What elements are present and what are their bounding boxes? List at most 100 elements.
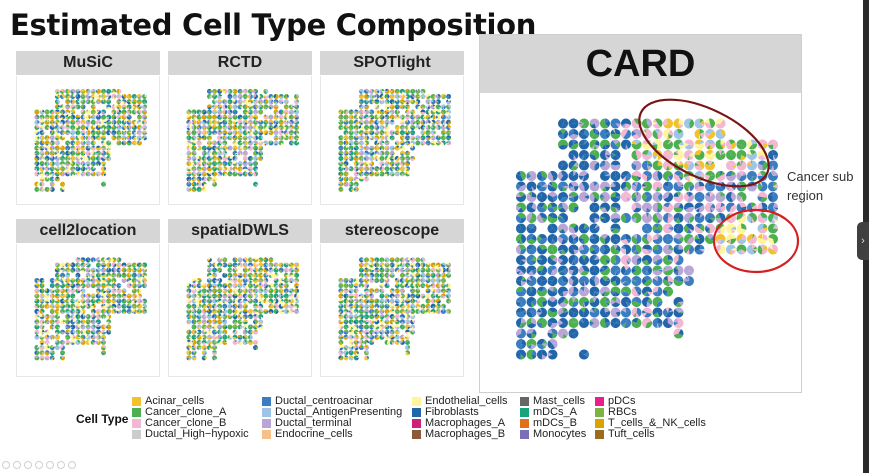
- pie-slice: [88, 153, 90, 156]
- pie-slice: [95, 262, 101, 266]
- pie-slice: [207, 130, 210, 133]
- pie-slice: [55, 301, 60, 304]
- pie-slice: [40, 339, 45, 344]
- pie-slice: [385, 101, 389, 105]
- pie-slice: [371, 96, 373, 99]
- pie-slice: [265, 122, 268, 125]
- pie-slice: [52, 148, 55, 151]
- pie-slice: [374, 94, 377, 97]
- pie-slice: [98, 299, 101, 302]
- pie-slice: [47, 153, 50, 156]
- pie-slice: [118, 303, 121, 307]
- pie-slice: [39, 288, 43, 294]
- pie-slice: [44, 124, 50, 130]
- pie-slice: [440, 135, 445, 141]
- pie-slice: [361, 121, 364, 125]
- pie-slice: [376, 168, 380, 170]
- pie-slice: [101, 94, 104, 97]
- pie-slice: [353, 131, 359, 136]
- pie-slice: [139, 274, 142, 276]
- pie-slice: [56, 288, 60, 294]
- pie-slice: [56, 298, 59, 302]
- pie-slice: [95, 319, 101, 323]
- pie-slice: [405, 171, 408, 174]
- pie-slice: [93, 127, 96, 129]
- panel-body: [168, 76, 312, 205]
- pie-slice: [361, 109, 364, 114]
- pie-slice: [395, 171, 399, 174]
- pie-slice: [260, 158, 264, 160]
- pie-slice: [39, 155, 43, 161]
- pie-slice: [126, 101, 131, 105]
- pie-slice: [70, 314, 75, 317]
- pie-slice: [143, 265, 145, 268]
- pie-slice: [242, 89, 248, 94]
- pie-slice: [54, 262, 58, 266]
- pie-slice: [101, 295, 104, 299]
- pie-slice: [212, 176, 217, 182]
- pie-slice: [284, 111, 287, 114]
- pie-slice: [101, 183, 107, 187]
- pie-slice: [270, 101, 273, 104]
- pie-slice: [436, 122, 439, 125]
- pie-slice: [237, 94, 243, 97]
- pie-slice: [294, 135, 300, 141]
- pie-slice: [139, 132, 141, 136]
- pie-slice: [106, 104, 112, 108]
- pie-slice: [75, 301, 79, 304]
- pie-slice: [212, 109, 217, 115]
- pie-slice: [250, 91, 253, 94]
- pie-slice: [75, 267, 81, 273]
- pie-slice: [412, 109, 416, 115]
- pie-slice: [340, 119, 343, 123]
- pie-slice: [371, 96, 373, 99]
- pie-slice: [243, 96, 246, 99]
- pie-slice: [201, 137, 206, 141]
- pie-slice: [34, 145, 40, 151]
- pie-slice: [55, 166, 58, 169]
- pie-slice: [217, 161, 223, 164]
- pie-slice: [243, 125, 246, 128]
- pie-slice: [278, 135, 282, 139]
- pie-slice: [70, 158, 74, 161]
- pie-slice: [108, 100, 112, 105]
- pie-slice: [93, 284, 96, 288]
- pie-slice: [36, 127, 40, 129]
- pie-slice: [219, 137, 222, 140]
- pie-slice: [90, 150, 95, 156]
- pie-slice: [41, 321, 44, 325]
- pie-slice: [121, 115, 127, 120]
- pie-slice: [340, 127, 343, 130]
- pie-slice: [346, 166, 349, 172]
- pie-slice: [379, 110, 382, 115]
- pie-slice: [57, 156, 60, 161]
- pie-slice: [131, 274, 135, 278]
- pie-slice: [57, 151, 59, 154]
- pie-slice: [381, 168, 384, 172]
- pie-slice: [85, 136, 89, 140]
- pie-slice: [295, 132, 297, 136]
- pie-slice: [42, 167, 45, 169]
- pie-slice: [103, 259, 106, 263]
- pie-slice: [219, 158, 222, 161]
- pie-slice: [376, 140, 380, 143]
- pie-slice: [111, 273, 114, 276]
- pie-slice: [364, 94, 369, 100]
- pie-slice: [379, 171, 385, 177]
- pie-slice: [118, 268, 122, 273]
- pie-slice: [206, 111, 210, 113]
- pie-slice: [42, 345, 44, 348]
- pie-slice: [198, 111, 202, 115]
- pie-slice: [358, 161, 364, 164]
- pie-slice: [101, 161, 107, 165]
- pie-slice: [374, 94, 377, 97]
- pie-slice: [97, 265, 100, 268]
- pie-slice: [397, 110, 400, 114]
- pie-slice: [359, 145, 362, 149]
- pie-slice: [67, 88, 71, 94]
- pie-slice: [217, 130, 223, 136]
- pie-slice: [97, 124, 101, 128]
- pie-slice: [121, 104, 126, 108]
- pie-slice: [126, 120, 132, 125]
- pie-slice: [62, 95, 65, 99]
